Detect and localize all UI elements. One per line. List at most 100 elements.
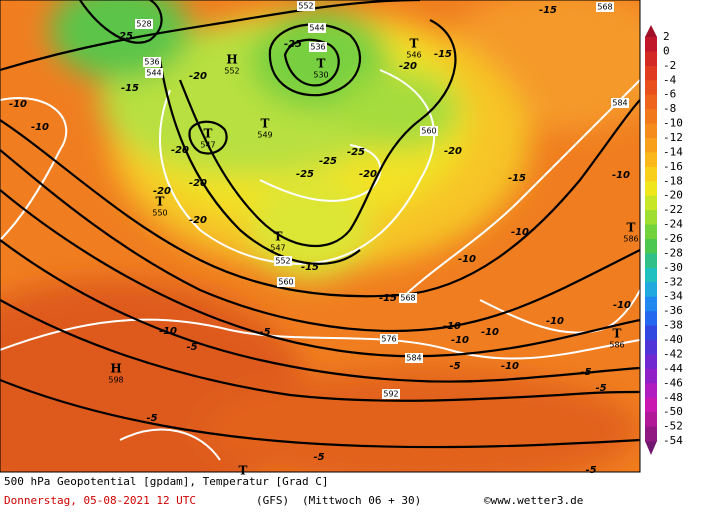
system-symbol: T (317, 57, 326, 71)
temperature-label: -5 (585, 465, 596, 476)
system-symbol: T (410, 37, 419, 51)
colorbar-label: -50 (663, 405, 683, 418)
temperature-label: -5 (449, 361, 460, 372)
height-label-bg (309, 42, 327, 52)
temperature-label: -20 (189, 71, 207, 82)
colorbar-band (645, 340, 657, 355)
temperature-label: -20 (444, 146, 462, 157)
colorbar-band (645, 282, 657, 298)
colorbar-band (645, 412, 657, 428)
height-label-bg (308, 23, 326, 33)
temperature-label: -20 (189, 215, 207, 226)
colorbar-band (645, 267, 657, 283)
colorbar-label: -32 (663, 275, 683, 288)
colorbar-label: 2 (663, 30, 670, 43)
system-symbol: H (110, 362, 121, 376)
temperature-label: -5 (186, 342, 197, 353)
colorbar-label: -46 (663, 376, 683, 389)
temperature-label: -20 (171, 145, 189, 156)
height-label: 584 (612, 99, 627, 108)
colorbar-label: -12 (663, 131, 683, 144)
height-label: 560 (278, 278, 293, 287)
height-label-bg (143, 57, 161, 67)
temperature-label: -15 (121, 83, 139, 94)
colorbar-label: -36 (663, 304, 683, 317)
height-label-bg (135, 19, 153, 29)
temperature-label: -15 (539, 5, 557, 16)
colorbar-label: -4 (663, 73, 677, 86)
colorbar-top-arrow (645, 25, 657, 37)
colorbar-label: -44 (663, 362, 683, 375)
temperature-label: -25 (347, 147, 365, 158)
colorbar-band (645, 37, 657, 52)
colorbar-band (645, 311, 657, 327)
height-label-bg (611, 98, 629, 108)
height-label: 544 (146, 69, 161, 78)
height-label: 560 (421, 127, 436, 136)
colorbar-label: -42 (663, 347, 683, 360)
footer-date: Donnerstag, 05-08-2021 12 UTC (4, 494, 196, 507)
temperature-label: -5 (259, 327, 270, 338)
temperature-field (0, 0, 640, 472)
colorbar-label: -22 (663, 203, 683, 216)
system-value: 586 (609, 341, 624, 350)
height-label-bg (277, 277, 295, 287)
colorbar: 20 -2-4 -6-8 -10-12-14 -16-18 -20-22 -24-26-28… (645, 25, 683, 455)
colorbar-band (645, 51, 657, 67)
temperature-label: -5 (313, 452, 324, 463)
colorbar-band (645, 383, 657, 399)
system-value: 598 (108, 376, 123, 385)
temperature-label: -10 (612, 170, 630, 181)
system-value: 549 (257, 131, 272, 140)
footer-model: (GFS) (256, 494, 289, 507)
colorbar-label: -6 (663, 88, 676, 101)
height-label: 576 (381, 335, 396, 344)
height-label-bg (145, 68, 163, 78)
colorbar-label: -52 (663, 420, 683, 433)
temperature-label: -20 (189, 178, 207, 189)
colorbar-band (645, 253, 657, 269)
temperature-label: -10 (501, 361, 519, 372)
height-label: 568 (400, 294, 415, 303)
colorbar-label: -24 (663, 218, 683, 231)
colorbar-band (645, 94, 657, 110)
colorbar-band (645, 368, 657, 384)
temperature-label: -15 (379, 293, 397, 304)
map-area (0, 0, 640, 472)
temperature-label: -20 (359, 169, 377, 180)
height-label-bg (405, 353, 423, 363)
temperature-label: -10 (613, 300, 631, 311)
colorbar-label: -26 (663, 232, 683, 245)
colorbar-band (645, 210, 657, 226)
colorbar-band (645, 239, 657, 254)
colorbar-band (645, 152, 657, 168)
temperature-label: -15 (508, 173, 526, 184)
colorbar-label: -16 (663, 160, 683, 173)
colorbar-label: -18 (663, 174, 683, 187)
system-value: 547 (270, 244, 285, 253)
colorbar-label: -40 (663, 333, 683, 346)
height-label-bg (274, 256, 292, 266)
temperature-label: -25 (284, 39, 302, 50)
system-value: 530 (313, 71, 328, 80)
colorbar-label: -28 (663, 246, 683, 259)
colorbar-band (645, 354, 657, 370)
height-label: 544 (309, 24, 324, 33)
colorbar-band (645, 80, 657, 96)
temperature-label: -20 (399, 61, 417, 72)
temperature-label: -5 (146, 413, 157, 424)
colorbar-label: 0 (663, 44, 670, 57)
colorbar-band (645, 166, 657, 182)
temperature-label: -20 (153, 186, 171, 197)
system-value: 546 (406, 51, 421, 60)
map-labels: 528 536 544 544 536 552 560 568 576 584 592 560 584 5… (9, 1, 639, 478)
colorbar-band (645, 123, 657, 139)
colorbar-label: -8 (663, 102, 676, 115)
colorbar-band (645, 325, 657, 341)
colorbar-label: -54 (663, 434, 683, 447)
colorbar-band (645, 397, 657, 413)
height-label: 584 (406, 354, 421, 363)
system-symbol: H (226, 53, 237, 67)
colorbar-bottom-arrow (645, 441, 657, 455)
